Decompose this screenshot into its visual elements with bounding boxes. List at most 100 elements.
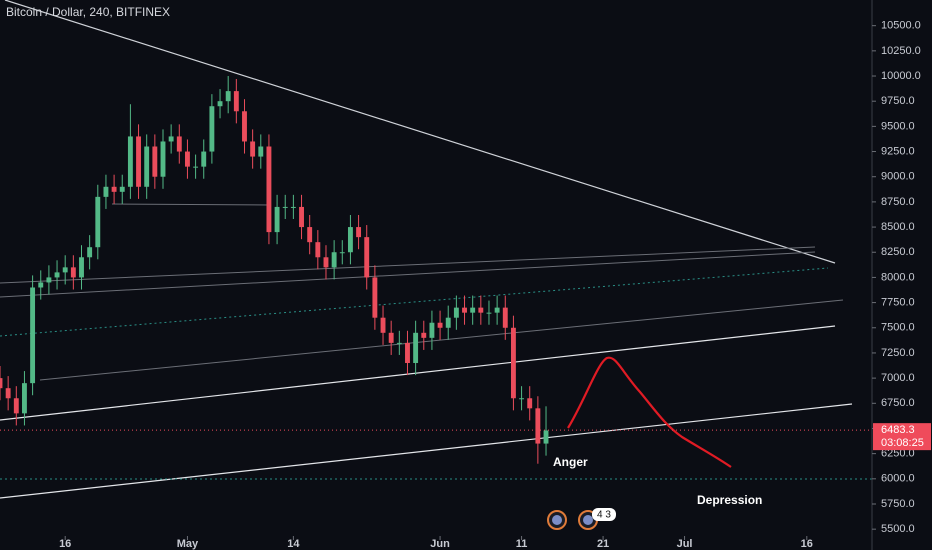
candle-body [250,141,256,157]
candle-body [168,136,174,142]
candle-body [486,312,492,314]
y-tick-label: 5750.0 [881,498,915,510]
y-tick-label: 5500.0 [881,523,915,535]
y-tick-label: 8250.0 [881,246,915,258]
y-tick-label: 9000.0 [881,171,915,183]
candle-body [380,317,386,333]
y-tick-label: 6750.0 [881,397,915,409]
candle-body [233,91,239,112]
candle-body [46,277,52,283]
trendline [39,299,844,381]
candle-body [356,227,362,238]
candle-body [307,227,313,243]
y-tick-label: 9750.0 [881,95,915,107]
candle-body [502,307,508,328]
candle-body [347,227,353,253]
annotation: Anger [553,455,588,469]
flag [583,515,593,525]
candle-body [0,378,3,389]
countdown: 03:08:25 [881,437,924,449]
candle-body [282,206,288,208]
candle-body [5,388,11,399]
candle-body [30,287,36,384]
y-tick-label: 7750.0 [881,296,915,308]
trendlines [0,0,872,499]
chart-title: Bitcoin / Dollar, 240, BITFINEX [6,5,170,19]
x-tick-label: May [177,538,199,550]
candle-body [315,242,321,258]
x-tick-label: Jul [677,538,693,550]
candle-body [299,206,304,228]
x-tick-label: 14 [287,538,300,550]
event-icons: 4 3 [547,508,616,530]
candle-body [22,383,27,414]
x-tick-label: 11 [516,538,528,550]
last-price-label: 6483.3 [881,424,915,436]
candle-body [445,317,451,328]
hand-drawn-path [567,356,732,468]
y-tick-label: 9500.0 [881,120,915,132]
candle-body [462,307,467,313]
candle-body [217,101,223,107]
candle-body [274,206,280,233]
candle-body [290,206,296,208]
candle-body [127,136,133,187]
candle-body [519,398,525,400]
y-tick-label: 7500.0 [881,322,915,334]
candle-body [535,408,541,444]
trendline [0,403,853,499]
y-tick-label: 8000.0 [881,271,915,283]
candle-body [331,252,337,268]
candle-body [136,136,141,187]
y-tick-label: 6250.0 [881,448,915,460]
flag [552,515,562,525]
x-tick-label: Jun [430,538,450,550]
y-tick-label: 10000.0 [881,70,921,82]
candle-body [437,322,443,328]
candle-body [429,322,435,338]
candle-body [510,327,516,399]
candle-body [70,267,76,278]
candle-body [54,272,60,278]
badge [592,508,616,521]
candle-body [144,146,150,187]
candle-body [119,186,125,192]
candle-body [478,307,484,313]
trendline [0,267,829,337]
y-tick-label: 7000.0 [881,372,915,384]
trendline [0,251,816,298]
candle-body [38,282,44,288]
trendline [0,325,836,421]
candle-body [111,186,117,192]
trendline [4,0,836,264]
candle-body [201,151,207,167]
trendline [0,246,816,284]
candle-body [388,332,394,343]
y-tick-label: 8750.0 [881,196,915,208]
candle-body [339,252,345,254]
candle-body [160,141,166,177]
y-tick-label: 9250.0 [881,145,915,157]
badge-text: 4 3 [597,510,611,521]
candle-body [13,398,19,414]
candle-body [405,342,410,364]
candle-body [79,257,84,278]
candle-body [184,151,190,167]
annotation: Depression [697,493,762,507]
candle-body [225,91,231,102]
candle-body [470,307,476,313]
candle-body [176,136,182,152]
candle-body [421,332,427,338]
candle-body [152,146,158,177]
candle-body [453,307,459,318]
y-tick-label: 7250.0 [881,347,915,359]
price-tag-bg [873,423,931,451]
candle-body [62,267,68,273]
candle-body [193,166,199,168]
candle-body [543,430,549,444]
y-tick-label: 8500.0 [881,221,915,233]
candle-body [209,106,215,152]
candle-body [527,398,533,409]
horizontal-line [111,203,271,206]
